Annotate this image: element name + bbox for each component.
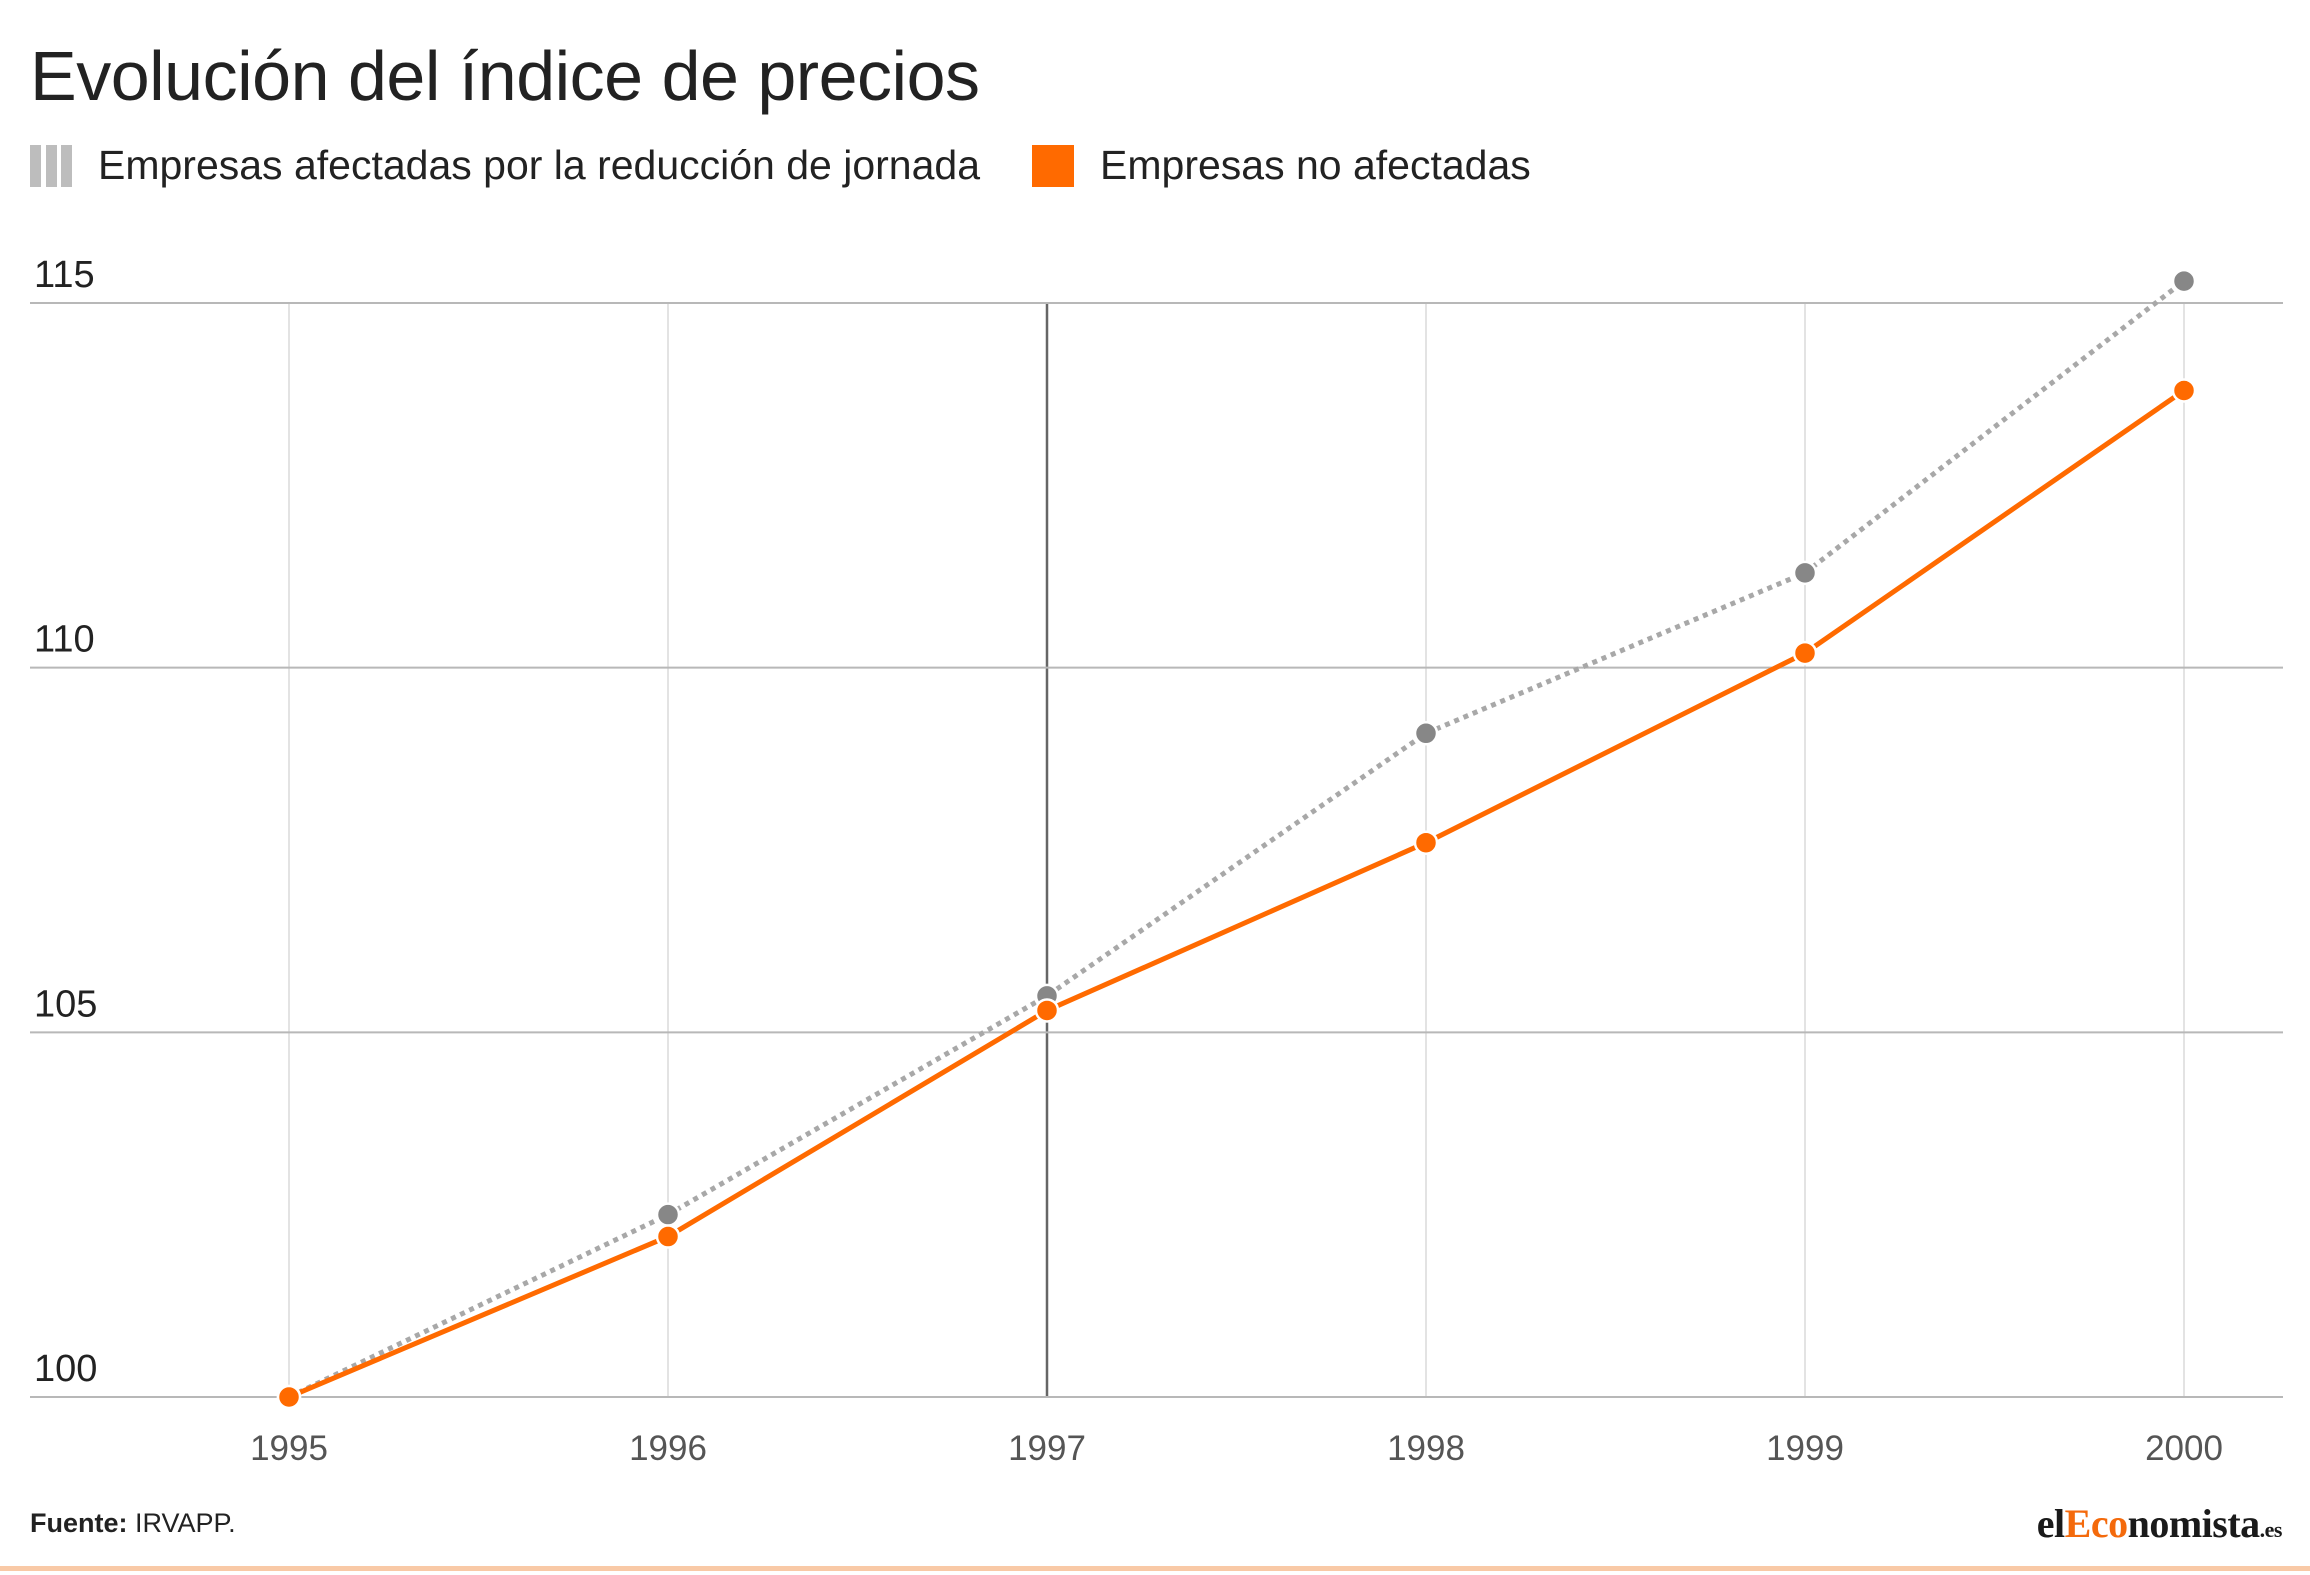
brand-logo: elEconomista.es bbox=[2036, 1501, 2283, 1546]
y-tick-label-105: 105 bbox=[34, 983, 97, 1025]
legend-swatch-not-affected bbox=[1032, 144, 1075, 187]
x-tick-label-1997: 1997 bbox=[1008, 1429, 1086, 1468]
chart-title: Evolución del índice de precios bbox=[30, 37, 980, 115]
x-tick-label-1996: 1996 bbox=[629, 1429, 707, 1468]
legend-item-affected: Empresas afectadas por la reducción de j… bbox=[30, 142, 980, 189]
y-tick-label-115: 115 bbox=[34, 254, 95, 296]
series-0-point-1999 bbox=[1792, 560, 1818, 586]
bottom-accent-bar bbox=[0, 1566, 2310, 1571]
series-1-point-2000 bbox=[2171, 378, 2197, 403]
y-tick-label-100: 100 bbox=[34, 1348, 97, 1390]
x-tick-label-1995: 1995 bbox=[250, 1429, 328, 1468]
legend: Empresas afectadas por la reducción de j… bbox=[30, 142, 1583, 189]
legend-swatch-affected bbox=[30, 144, 72, 187]
x-tick-label-2000: 2000 bbox=[2145, 1429, 2223, 1468]
series-1-point-1996 bbox=[655, 1224, 681, 1249]
series-line-0 bbox=[287, 279, 2186, 1400]
series-0-point-1996 bbox=[655, 1202, 681, 1227]
series-1-point-1997 bbox=[1034, 998, 1060, 1023]
x-tick-label-1998: 1998 bbox=[1387, 1429, 1465, 1468]
series-0-point-1998 bbox=[1413, 721, 1439, 746]
series-line-1 bbox=[288, 388, 2186, 1400]
legend-label-affected: Empresas afectadas por la reducción de j… bbox=[98, 142, 981, 188]
y-tick-label-110: 110 bbox=[34, 619, 95, 661]
series-1-point-1995 bbox=[276, 1384, 302, 1410]
legend-item-not-affected: Empresas no afectadas bbox=[1032, 142, 1531, 189]
x-tick-label-1999: 1999 bbox=[1766, 1429, 1844, 1468]
series-1-point-1998 bbox=[1413, 830, 1439, 855]
series-0-point-2000 bbox=[2171, 268, 2197, 294]
source-text: IRVAPP. bbox=[135, 1508, 236, 1538]
series-1-point-1999 bbox=[1792, 640, 1818, 666]
source-label: Fuente: bbox=[30, 1508, 128, 1538]
line-chart: 100 105 110 115 1995 1996 1997 1998 1999 2000 bbox=[30, 254, 2283, 1468]
source-note: Fuente: IRVAPP. bbox=[30, 1508, 236, 1539]
legend-label-not-affected: Empresas no afectadas bbox=[1100, 142, 1531, 188]
